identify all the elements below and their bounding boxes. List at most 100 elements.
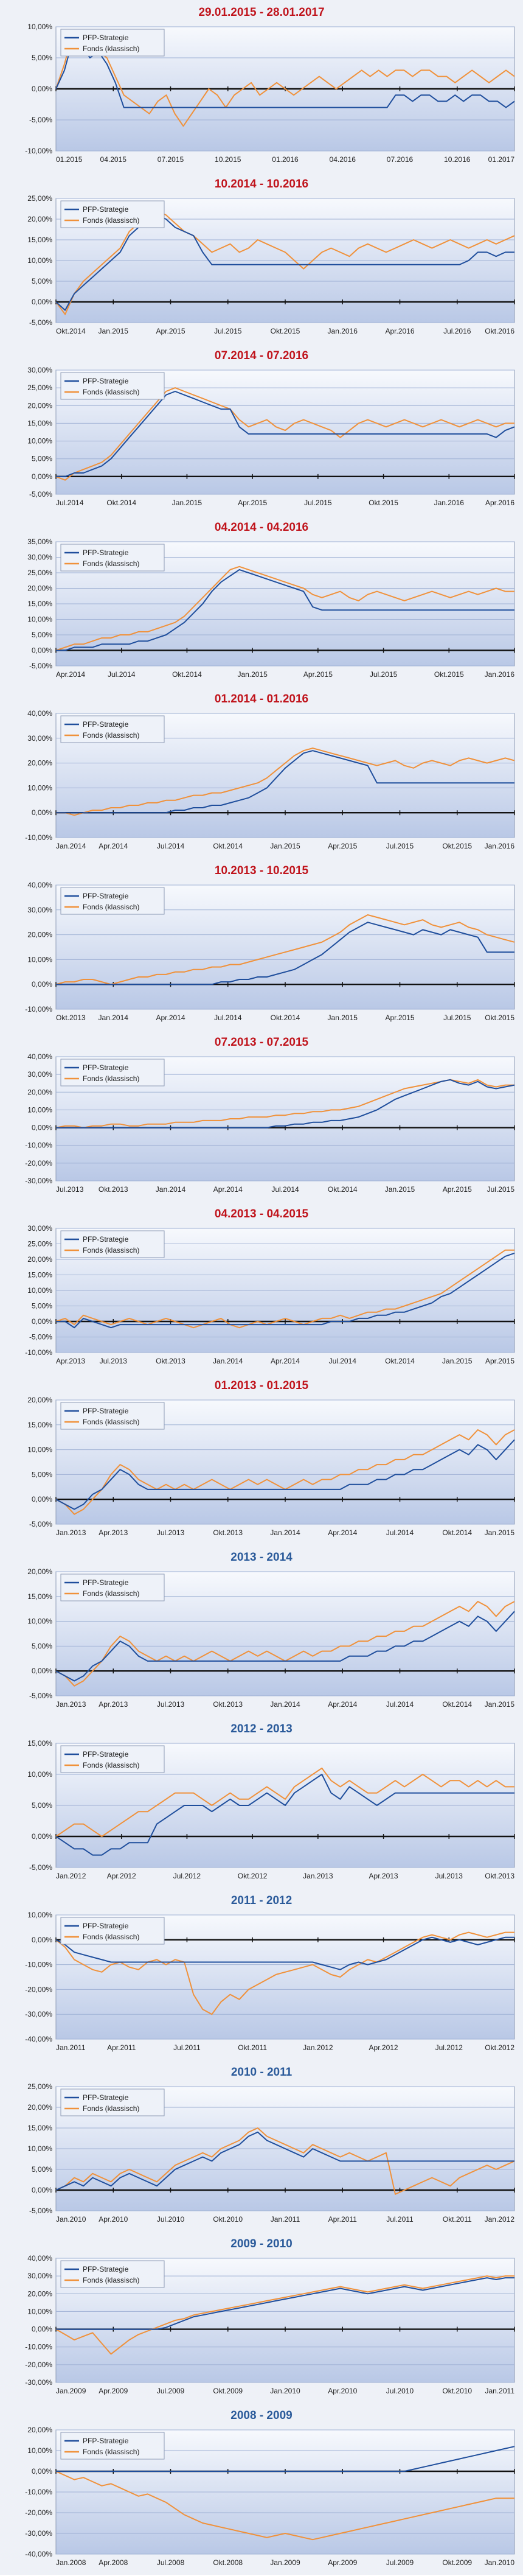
series-line bbox=[55, 1249, 514, 1329]
x-tick-label: Apr.2012 bbox=[369, 2043, 398, 2052]
y-tick-label: 10,00% bbox=[27, 1105, 52, 1114]
x-tick-label: 01.2017 bbox=[488, 155, 515, 164]
y-tick-label: 10,00% bbox=[27, 23, 52, 31]
x-tick-label: Apr.2016 bbox=[385, 327, 414, 335]
chart-svg: 40,00% 30,00% 20,00% 10,00% 0,00% -10,00% -20,… bbox=[25, 2255, 515, 2395]
x-tick-label: Okt.2015 bbox=[485, 1013, 514, 1022]
y-tick-label: -30,00% bbox=[25, 2010, 52, 2018]
x-tick-label: Okt.2011 bbox=[238, 2043, 267, 2052]
x-tick-label: Jul.2015 bbox=[386, 842, 414, 850]
x-tick-label: Okt.2009 bbox=[442, 2558, 472, 2567]
y-tick-label: 20,00% bbox=[27, 584, 52, 593]
y-tick-label: 5,00% bbox=[32, 1801, 52, 1810]
series-line bbox=[56, 2277, 514, 2330]
y-tick-label: -5,00% bbox=[29, 490, 52, 499]
x-tick-label: Jul.2012 bbox=[435, 2043, 463, 2052]
chart-panel: 01.2014 - 01.2016 40,00% 30,00% 20,00% 10,00… bbox=[0, 687, 523, 858]
y-tick-label: -5,00% bbox=[29, 1520, 52, 1528]
x-tick-label: Apr.2013 bbox=[369, 1872, 398, 1880]
y-tick-label: 15,00% bbox=[27, 419, 52, 427]
y-tick-label: -40,00% bbox=[25, 2550, 52, 2558]
x-tick-label: Jan.2015 bbox=[485, 1528, 515, 1537]
chart-svg: 30,00% 25,00% 20,00% 15,00% 10,00% 5,00% 0,00%… bbox=[27, 366, 515, 507]
y-tick-label: 10,00% bbox=[27, 955, 52, 964]
x-tick-label: Okt.2012 bbox=[238, 1872, 268, 1880]
x-tick-label: Jan.2014 bbox=[99, 1013, 129, 1022]
x-tick-label: Jul.2015 bbox=[370, 670, 398, 679]
y-tick-label: 10,00% bbox=[27, 437, 52, 446]
y-tick-label: -5,00% bbox=[29, 1863, 52, 1872]
legend bbox=[60, 715, 165, 743]
y-tick-label: 5,00% bbox=[32, 455, 52, 463]
y-tick-label: -10,00% bbox=[25, 1141, 52, 1150]
x-tick-label: Jan.2014 bbox=[156, 1185, 186, 1194]
x-tick-label: Jan.2014 bbox=[213, 1357, 243, 1365]
x-tick-label: Jan.2011 bbox=[271, 2215, 300, 2224]
series-line bbox=[55, 565, 514, 651]
chart-panel: 2013 - 2014 20,00% 15,00% 10,00% 5,00% 0,00% -… bbox=[0, 1545, 523, 1717]
x-tick-label: Jul.2014 bbox=[56, 499, 84, 507]
x-tick-label: Okt.2013 bbox=[485, 1872, 514, 1880]
y-tick-label: 40,00% bbox=[27, 1053, 52, 1061]
y-tick-label: 25,00% bbox=[27, 569, 52, 577]
chart-svg: 40,00% 30,00% 20,00% 10,00% 0,00% -10,00% Jan.… bbox=[25, 710, 515, 850]
y-tick-label: 0,00% bbox=[32, 808, 52, 817]
x-tick-label: Jul.2011 bbox=[173, 2043, 201, 2052]
x-tick-label: Okt.2013 bbox=[99, 1185, 128, 1194]
x-tick-label: Apr.2014 bbox=[156, 1013, 185, 1022]
y-tick-label: 0,00% bbox=[32, 980, 52, 989]
x-tick-label: Jan.2011 bbox=[56, 2043, 86, 2052]
x-tick-label: Apr.2010 bbox=[328, 2387, 357, 2395]
y-tick-label: 20,00% bbox=[27, 215, 52, 223]
y-tick-label: 5,00% bbox=[32, 631, 52, 639]
y-tick-label: 10,00% bbox=[27, 1617, 52, 1626]
x-tick-label: Jul.2014 bbox=[386, 1700, 414, 1709]
legend-label: Fonds (klassisch) bbox=[83, 2104, 139, 2113]
x-tick-label: Jan.2010 bbox=[56, 2215, 86, 2224]
y-tick-label: -40,00% bbox=[25, 2035, 52, 2043]
y-tick-label: 40,00% bbox=[27, 881, 52, 889]
x-tick-label: Okt.2012 bbox=[485, 2043, 514, 2052]
series-line bbox=[55, 387, 514, 481]
y-tick-label: -5,00% bbox=[29, 116, 52, 124]
y-tick-label: -10,00% bbox=[25, 147, 52, 155]
x-tick-label: 10.2015 bbox=[215, 155, 241, 164]
x-tick-label: Jan.2013 bbox=[56, 1528, 86, 1537]
chart-title: 10.2013 - 10.2015 bbox=[214, 864, 309, 877]
x-tick-label: Okt.2014 bbox=[172, 670, 202, 679]
chart-panel: 2010 - 2011 25,00% 20,00% 15,00% 10,00% 5,00%… bbox=[0, 2060, 523, 2231]
legend-label: Fonds (klassisch) bbox=[83, 903, 139, 911]
x-tick-label: Apr.2014 bbox=[271, 1357, 300, 1365]
y-tick-label: 0,00% bbox=[32, 1124, 52, 1132]
y-tick-label: 0,00% bbox=[32, 472, 52, 481]
y-tick-label: 20,00% bbox=[27, 2426, 52, 2434]
y-tick-label: 10,00% bbox=[27, 1911, 52, 1919]
x-tick-label: Jan.2010 bbox=[270, 2387, 300, 2395]
x-tick-label: 01.2015 bbox=[56, 155, 83, 164]
chart-svg: 10,00% 0,00% -10,00% -20,00% -30,00% -40,00% J… bbox=[25, 1911, 515, 2052]
legend bbox=[60, 1402, 165, 1430]
legend bbox=[60, 2260, 165, 2288]
chart-panel: 04.2014 - 04.2016 35,00% 30,00% 25,00% 20,00… bbox=[0, 515, 523, 687]
y-tick-label: 20,00% bbox=[27, 1568, 52, 1576]
y-tick-label: -20,00% bbox=[25, 2361, 52, 2369]
x-tick-label: Okt.2009 bbox=[213, 2387, 243, 2395]
y-tick-label: -30,00% bbox=[25, 2378, 52, 2387]
x-tick-label: Okt.2014 bbox=[385, 1357, 415, 1365]
legend bbox=[60, 2432, 165, 2460]
chart-svg: 20,00% 15,00% 10,00% 5,00% 0,00% -5,00% Jan.20… bbox=[27, 1396, 515, 1537]
y-tick-label: 10,00% bbox=[27, 256, 52, 265]
x-tick-label: Apr.2015 bbox=[156, 327, 185, 335]
x-tick-label: Apr.2013 bbox=[99, 1528, 128, 1537]
y-tick-label: 15,00% bbox=[27, 600, 52, 608]
y-tick-label: -30,00% bbox=[25, 1177, 52, 1185]
x-tick-label: Jan.2016 bbox=[328, 327, 358, 335]
x-tick-label: Jul.2010 bbox=[157, 2215, 185, 2224]
x-tick-label: Okt.2013 bbox=[156, 1357, 185, 1365]
x-tick-label: Apr.2013 bbox=[56, 1357, 85, 1365]
y-tick-label: 15,00% bbox=[27, 1740, 52, 1748]
y-tick-label: 15,00% bbox=[27, 1592, 52, 1601]
y-tick-label: 25,00% bbox=[27, 195, 52, 203]
x-tick-label: Jan.2012 bbox=[303, 2043, 333, 2052]
x-tick-label: Apr.2015 bbox=[328, 842, 357, 850]
